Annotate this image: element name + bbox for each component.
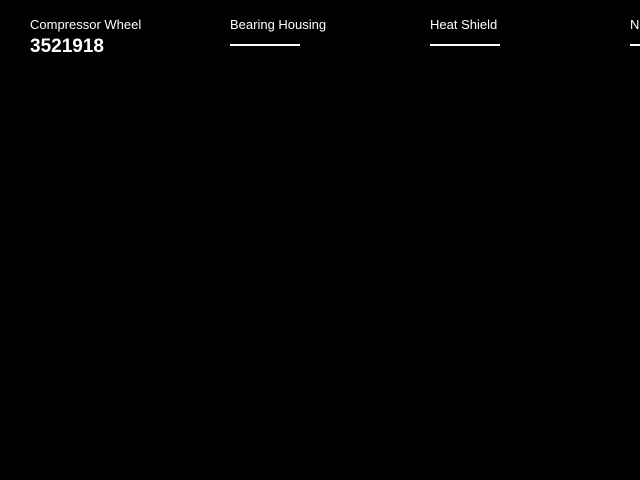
field-label: Noozles [630, 17, 640, 32]
field-heat-shield[interactable]: Heat Shield [430, 17, 630, 77]
field-bearing-housing[interactable]: Bearing Housing [230, 17, 430, 77]
field-value: 3521918 [30, 36, 104, 57]
field-label: Compressor Wheel [30, 17, 142, 32]
field-label: Bearing Housing [230, 17, 327, 32]
empty-value-line [430, 44, 500, 46]
parts-form-grid: Compressor Wheel 3521918 Bearing Housing… [30, 17, 640, 77]
empty-value-line [630, 44, 640, 46]
field-compressor-wheel[interactable]: Compressor Wheel 3521918 [30, 17, 230, 77]
empty-value-line [230, 44, 300, 46]
field-noozles[interactable]: Noozles [630, 17, 640, 77]
field-label: Heat Shield [430, 17, 498, 32]
